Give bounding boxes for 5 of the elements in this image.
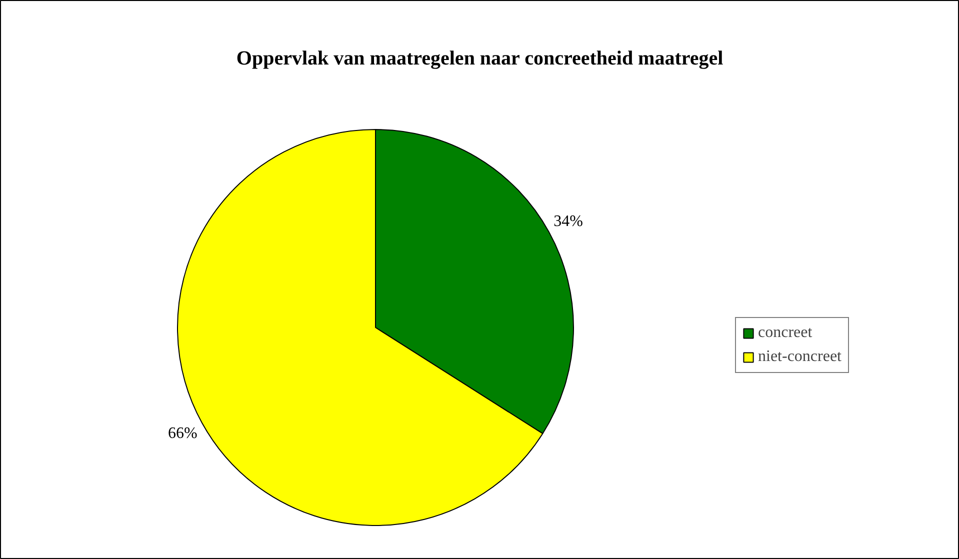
data-label: 34% — [554, 213, 583, 230]
data-label: 66% — [168, 424, 198, 442]
chart-title: Oppervlak van maatregelen naar concreetheid maatregel — [236, 48, 724, 70]
legend-label: niet-concreet — [758, 348, 842, 366]
legend-label: concreet — [758, 324, 812, 342]
